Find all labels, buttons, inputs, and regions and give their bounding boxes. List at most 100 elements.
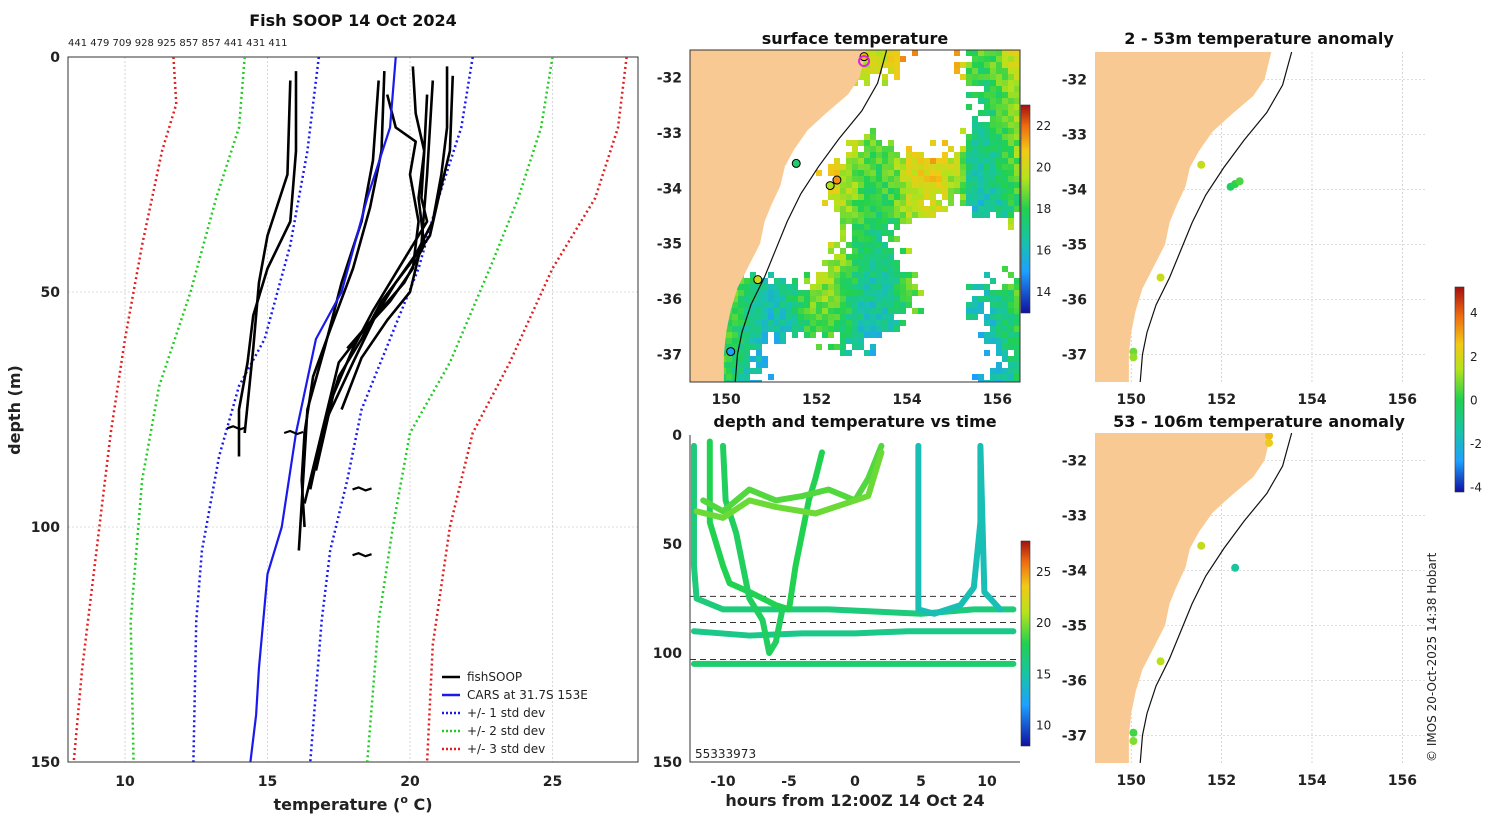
sst-pixel (984, 284, 990, 290)
sst-pixel (870, 314, 876, 320)
sst-pixel (996, 56, 1002, 62)
sst-pixel (996, 380, 1002, 382)
sst-pixel (822, 296, 828, 302)
sst-pixel (846, 158, 852, 164)
sst-pixel (870, 50, 876, 56)
sst-y-tick: -37 (657, 347, 682, 363)
sst-pixel (876, 326, 882, 332)
sst-pixel (900, 278, 906, 284)
depth-time-title: depth and temperature vs time (713, 412, 996, 431)
a1-y-tick: -33 (1062, 128, 1087, 144)
sst-pixel (966, 152, 972, 158)
sst-pixel (876, 200, 882, 206)
sst-pixel (990, 146, 996, 152)
sst-pixel (858, 152, 864, 158)
sst-pixel (852, 332, 858, 338)
sst-pixel (882, 164, 888, 170)
sst-pixel (960, 194, 966, 200)
sst-pixel (972, 74, 978, 80)
sst-pixel (870, 254, 876, 260)
sst-colorbar (1020, 104, 1031, 314)
sst-pixel (816, 284, 822, 290)
sst-pixel (744, 374, 750, 380)
sst-pixel (894, 176, 900, 182)
sst-pixel (864, 314, 870, 320)
sst-pixel (828, 302, 834, 308)
sst-pixel (948, 200, 954, 206)
sst-pixel (1002, 170, 1008, 176)
sst-pixel (816, 278, 822, 284)
sst-pixel (780, 332, 786, 338)
anomaly-point (1265, 433, 1274, 440)
sst-pixel (852, 314, 858, 320)
a1-y-tick: -32 (1062, 73, 1087, 89)
sst-pixel (972, 92, 978, 98)
sst-pixel (1014, 380, 1020, 382)
sst-pixel (864, 170, 870, 176)
sst-pixel (756, 362, 762, 368)
sst-pixel (888, 152, 894, 158)
sst-pixel (864, 308, 870, 314)
sst-pixel (840, 248, 846, 254)
sst-pixel (858, 266, 864, 272)
sst-pixel (894, 236, 900, 242)
sst-pixel (846, 350, 852, 356)
sst-pixel (846, 152, 852, 158)
sst-pixel (924, 170, 930, 176)
sst-pixel (984, 92, 990, 98)
sst-pixel (882, 224, 888, 230)
sst-pixel (996, 200, 1002, 206)
sst-pixel (870, 206, 876, 212)
sst-pixel (864, 206, 870, 212)
sst-pixel (768, 314, 774, 320)
sst-pixel (834, 182, 840, 188)
sst-pixel (972, 200, 978, 206)
sst-pixel (1002, 50, 1008, 56)
sst-pixel (1002, 308, 1008, 314)
sst-pixel (906, 290, 912, 296)
sst-pixel (786, 284, 792, 290)
sst-pixel (978, 296, 984, 302)
sst-pixel (966, 200, 972, 206)
sst-pixel (762, 278, 768, 284)
sst-pixel (990, 320, 996, 326)
sst-pixel (756, 368, 762, 374)
sst-pixel (918, 206, 924, 212)
sst-pixel (990, 68, 996, 74)
sst-pixel (906, 206, 912, 212)
sst-pixel (864, 254, 870, 260)
sst-pixel (864, 230, 870, 236)
sst-pixel (834, 158, 840, 164)
sst-pixel (912, 200, 918, 206)
sst-pixel (1008, 170, 1014, 176)
sst-pixel (900, 206, 906, 212)
surface-temperature-map: surface temperature 150 152 154 156 -32 -33 -3… (657, 29, 1052, 408)
sst-pixel (882, 218, 888, 224)
sst-pixel (906, 248, 912, 254)
sst-pixel (906, 212, 912, 218)
sst-pixel (930, 140, 936, 146)
sst-pixel (924, 164, 930, 170)
sst-pixel (906, 302, 912, 308)
fish-profile-line (237, 71, 298, 457)
sst-pixel (990, 332, 996, 338)
sst-pixel (846, 182, 852, 188)
sst-pixel (858, 314, 864, 320)
sst-pixel (984, 74, 990, 80)
sst-pixel (840, 218, 846, 224)
sst-pixel (930, 212, 936, 218)
sst-pixel (972, 188, 978, 194)
sst-pixel (876, 182, 882, 188)
sst-pixel (990, 308, 996, 314)
depth-time-colorbar-tick: 20 (1036, 616, 1051, 630)
sst-pixel (936, 200, 942, 206)
sst-pixel (930, 182, 936, 188)
sst-pixel (1014, 290, 1020, 296)
sst-pixel (846, 338, 852, 344)
sst-pixel (966, 314, 972, 320)
sst-pixel (900, 56, 906, 62)
sst-pixel (834, 326, 840, 332)
sst-pixel (888, 296, 894, 302)
sst-pixel (876, 296, 882, 302)
sst-pixel (978, 158, 984, 164)
